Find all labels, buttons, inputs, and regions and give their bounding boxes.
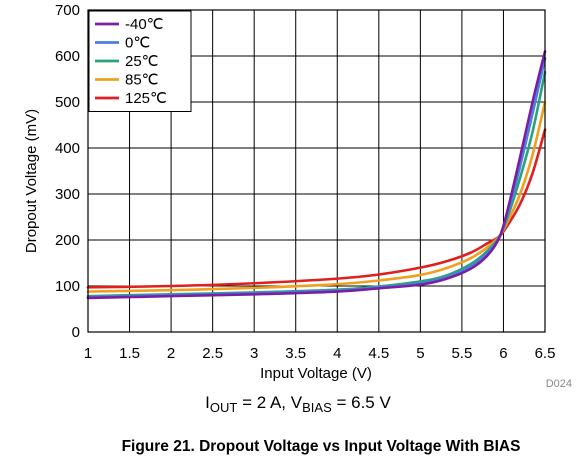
axis-ticks: 1 1.5 2 2.5 3 3.5 4 4.5 5 5.5 6 6.5 0 100 200 300 400 500… [55, 2, 555, 362]
legend-label: -40℃ [125, 16, 164, 33]
x-tick-label: 2.5 [202, 345, 223, 362]
x-tick-label: 1.5 [119, 345, 140, 362]
plot-id: D024 [546, 378, 572, 390]
series-line-3 [86, 100, 547, 293]
series-line-4 [86, 128, 547, 289]
condition-end: = 6.5 V [332, 393, 392, 412]
y-tick-label: 400 [55, 140, 80, 157]
x-tick-label: 2 [167, 345, 175, 362]
y-tick-label: 0 [72, 324, 80, 341]
x-tick-label: 6.5 [535, 345, 556, 362]
x-tick-label: 5.5 [451, 345, 472, 362]
legend-label: 0℃ [125, 35, 150, 52]
legend-label: 125℃ [125, 90, 167, 107]
x-tick-label: 5 [416, 345, 424, 362]
condition-middle: = 2 A, V [237, 393, 302, 412]
x-tick-label: 3.5 [285, 345, 306, 362]
condition-text: IOUT = 2 A, VBIAS = 6.5 V [205, 393, 391, 415]
figure-caption: Figure 21. Dropout Voltage vs Input Volt… [122, 438, 521, 455]
series-line-0 [86, 50, 547, 300]
y-tick-label: 500 [55, 94, 80, 111]
legend-label: 25℃ [125, 53, 159, 70]
x-tick-label: 6 [499, 345, 507, 362]
x-axis-title: Input Voltage (V) [260, 365, 372, 382]
plot-frame [87, 9, 546, 333]
y-tick-label: 700 [55, 2, 80, 19]
y-tick-label: 600 [55, 48, 80, 65]
data-series [86, 50, 547, 300]
y-tick-label: 200 [55, 232, 80, 249]
x-tick-label: 3 [250, 345, 258, 362]
x-tick-label: 1 [84, 345, 92, 362]
y-tick-label: 300 [55, 186, 80, 203]
condition-iout: I [205, 393, 210, 412]
y-tick-label: 100 [55, 278, 80, 295]
condition-vbias-sub: BIAS [302, 400, 332, 415]
x-tick-label: 4 [333, 345, 341, 362]
x-tick-label: 4.5 [368, 345, 389, 362]
y-axis-title: Dropout Voltage (mV) [23, 109, 40, 253]
legend-label: 85℃ [125, 72, 159, 89]
condition-iout-sub: OUT [210, 400, 238, 415]
